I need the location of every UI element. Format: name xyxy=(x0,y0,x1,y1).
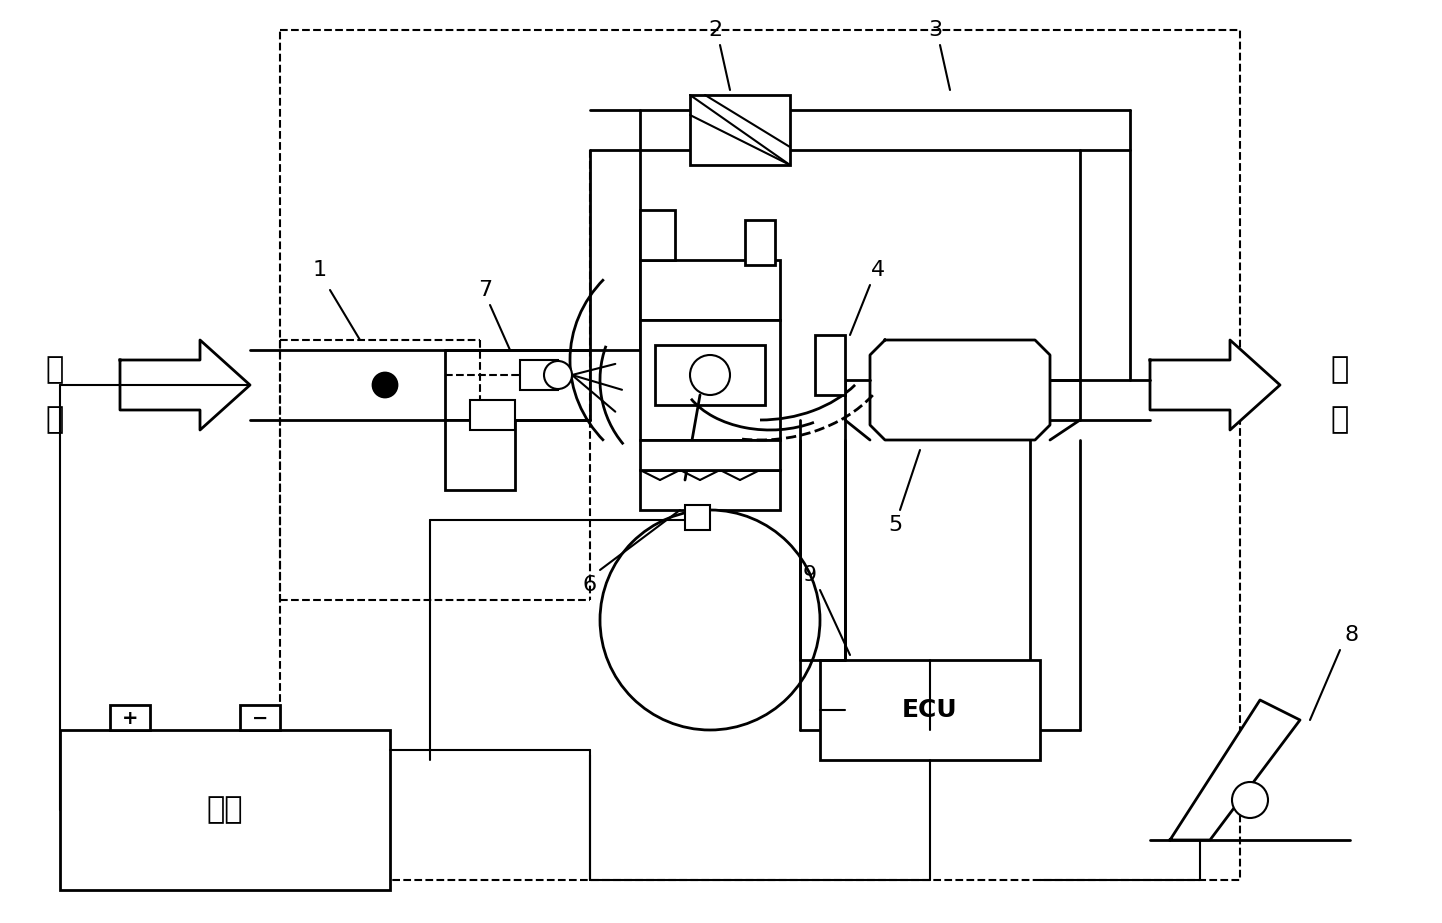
Text: 废: 废 xyxy=(1331,355,1350,385)
Circle shape xyxy=(691,355,730,395)
Bar xyxy=(640,440,780,470)
Text: 3: 3 xyxy=(929,20,942,40)
Text: 2: 2 xyxy=(708,20,722,40)
Bar xyxy=(110,705,150,730)
Bar xyxy=(640,260,780,320)
Bar xyxy=(61,730,389,890)
Text: +: + xyxy=(121,709,138,727)
Bar xyxy=(820,660,1040,760)
Text: 气: 气 xyxy=(1331,405,1350,435)
Bar xyxy=(470,400,515,430)
Bar xyxy=(640,470,780,510)
Circle shape xyxy=(1231,782,1268,818)
Bar xyxy=(746,220,774,265)
Circle shape xyxy=(600,510,820,730)
Bar xyxy=(280,30,1240,880)
Circle shape xyxy=(373,373,397,397)
Bar xyxy=(521,360,558,390)
Text: 电池: 电池 xyxy=(206,796,244,824)
Text: 9: 9 xyxy=(803,565,818,585)
Text: ECU: ECU xyxy=(903,698,957,722)
Polygon shape xyxy=(1151,340,1280,430)
Bar xyxy=(685,505,709,530)
Bar xyxy=(815,335,845,395)
Text: −: − xyxy=(252,709,268,727)
Bar xyxy=(655,345,766,405)
Bar xyxy=(640,320,780,440)
Text: 1: 1 xyxy=(313,260,327,280)
Text: 空: 空 xyxy=(46,355,63,385)
Polygon shape xyxy=(1169,700,1301,840)
Text: 7: 7 xyxy=(477,280,492,300)
Text: 8: 8 xyxy=(1345,625,1358,645)
Text: 4: 4 xyxy=(871,260,885,280)
Circle shape xyxy=(544,361,572,389)
Bar xyxy=(446,420,515,490)
Bar xyxy=(691,95,790,165)
Polygon shape xyxy=(120,340,249,430)
Bar xyxy=(640,210,675,260)
Text: 气: 气 xyxy=(46,405,63,435)
Text: 5: 5 xyxy=(888,515,903,535)
Bar xyxy=(239,705,280,730)
Text: 6: 6 xyxy=(583,575,597,595)
